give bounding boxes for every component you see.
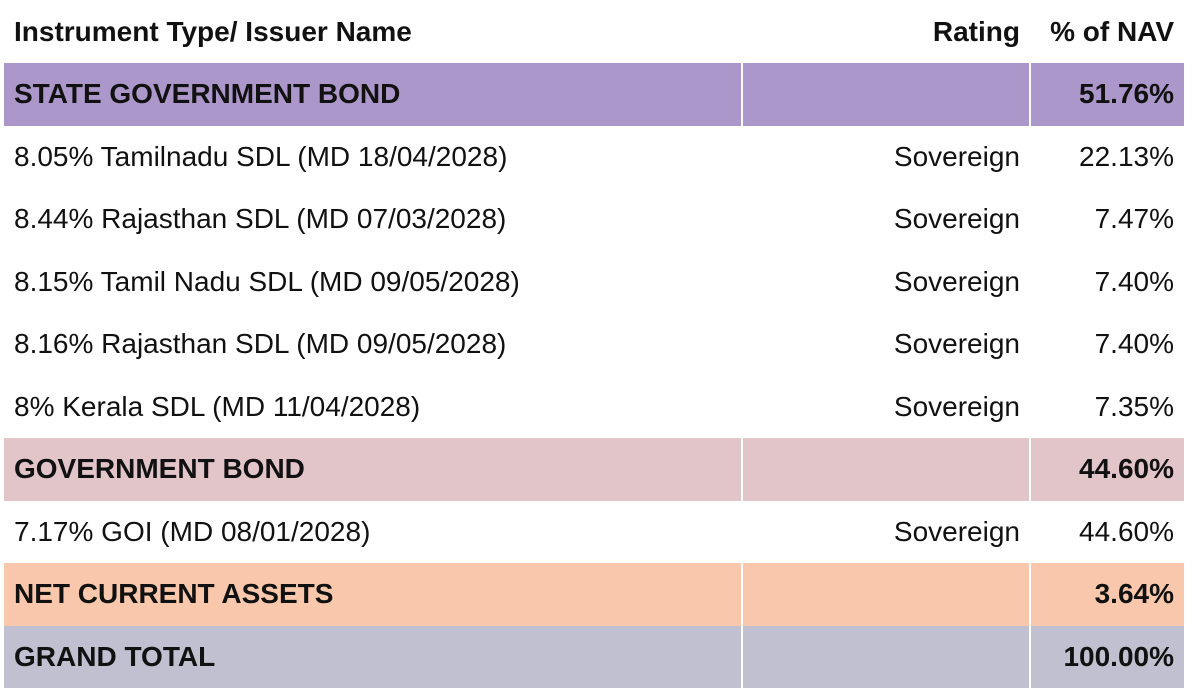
- row-rating: [741, 625, 1030, 688]
- row-nav: 22.13%: [1030, 125, 1184, 188]
- row-rating: Sovereign: [742, 500, 1030, 563]
- row-rating: Sovereign: [742, 250, 1030, 313]
- header-rating: Rating: [742, 0, 1030, 63]
- row-rating: [741, 63, 1030, 126]
- category-row-net-current-assets: NET CURRENT ASSETS 3.64%: [4, 563, 1184, 626]
- table-row: 8.05% Tamilnadu SDL (MD 18/04/2028) Sove…: [4, 125, 1184, 188]
- row-nav: 44.60%: [1029, 438, 1184, 501]
- category-row-state-government-bond: STATE GOVERNMENT BOND 51.76%: [4, 63, 1184, 126]
- header-percent-nav: % of NAV: [1030, 0, 1184, 63]
- header-instrument-name: Instrument Type/ Issuer Name: [4, 0, 742, 63]
- row-nav: 7.47%: [1030, 188, 1184, 251]
- row-name: 8.44% Rajasthan SDL (MD 07/03/2028): [4, 188, 742, 251]
- row-name: 8% Kerala SDL (MD 11/04/2028): [4, 375, 742, 438]
- row-name: GRAND TOTAL: [4, 625, 742, 688]
- row-nav: 44.60%: [1030, 500, 1184, 563]
- row-name: STATE GOVERNMENT BOND: [4, 63, 742, 126]
- row-rating: [741, 438, 1030, 501]
- row-nav: 51.76%: [1029, 63, 1184, 126]
- row-rating: Sovereign: [742, 313, 1030, 376]
- row-rating: Sovereign: [742, 188, 1030, 251]
- row-name: 8.05% Tamilnadu SDL (MD 18/04/2028): [4, 125, 742, 188]
- row-rating: Sovereign: [742, 375, 1030, 438]
- table-row: 8.44% Rajasthan SDL (MD 07/03/2028) Sove…: [4, 188, 1184, 251]
- category-row-government-bond: GOVERNMENT BOND 44.60%: [4, 438, 1184, 501]
- table-row: 8.15% Tamil Nadu SDL (MD 09/05/2028) Sov…: [4, 250, 1184, 313]
- row-nav: 7.40%: [1030, 250, 1184, 313]
- row-rating: Sovereign: [742, 125, 1030, 188]
- row-name: GOVERNMENT BOND: [4, 438, 742, 501]
- row-name: NET CURRENT ASSETS: [4, 563, 742, 626]
- table-row: 8.16% Rajasthan SDL (MD 09/05/2028) Sove…: [4, 313, 1184, 376]
- row-nav: 7.40%: [1030, 313, 1184, 376]
- row-rating: [741, 563, 1030, 626]
- row-nav: 3.64%: [1029, 563, 1184, 626]
- row-nav: 100.00%: [1029, 625, 1184, 688]
- table-row: 8% Kerala SDL (MD 11/04/2028) Sovereign …: [4, 375, 1184, 438]
- table-row: 7.17% GOI (MD 08/01/2028) Sovereign 44.6…: [4, 500, 1184, 563]
- row-name: 8.16% Rajasthan SDL (MD 09/05/2028): [4, 313, 742, 376]
- row-nav: 7.35%: [1030, 375, 1184, 438]
- category-row-grand-total: GRAND TOTAL 100.00%: [4, 625, 1184, 688]
- holdings-table: Instrument Type/ Issuer Name Rating % of…: [4, 0, 1184, 688]
- table-header-row: Instrument Type/ Issuer Name Rating % of…: [4, 0, 1184, 63]
- row-name: 7.17% GOI (MD 08/01/2028): [4, 500, 742, 563]
- row-name: 8.15% Tamil Nadu SDL (MD 09/05/2028): [4, 250, 742, 313]
